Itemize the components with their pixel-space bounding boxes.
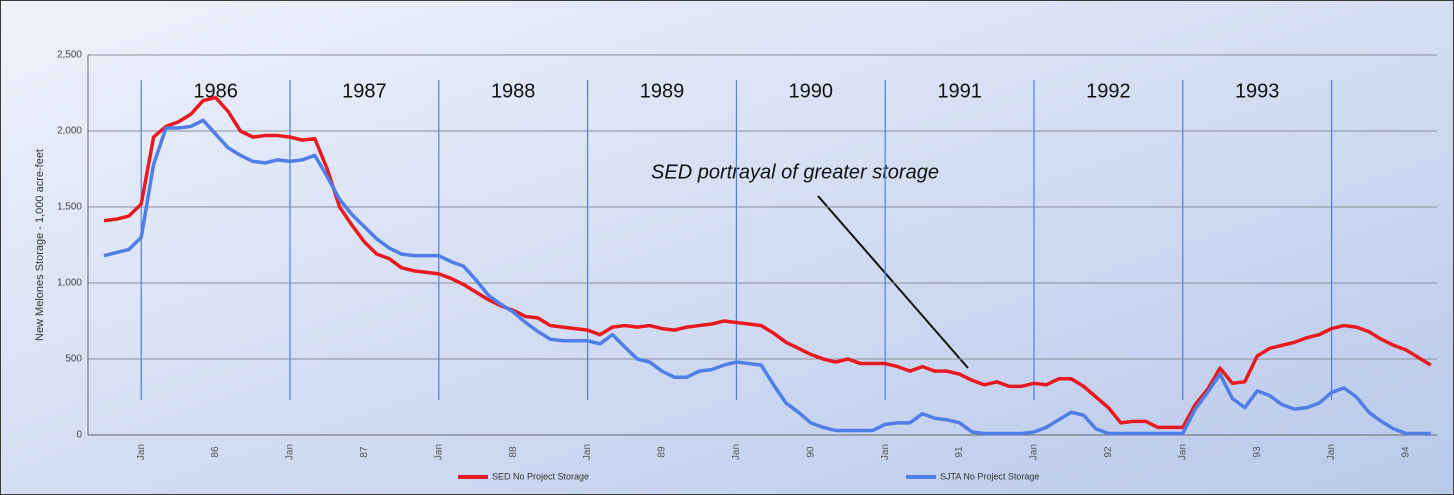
annotation: SED portrayal of greater storage (651, 161, 939, 183)
x-tick-label: 86 (210, 446, 221, 458)
x-tick-label: Jan (1326, 444, 1337, 460)
legend-label: SJTA No Project Storage (940, 471, 1039, 481)
x-tick-label: 91 (954, 446, 965, 458)
x-tick-label: Jan (433, 444, 444, 460)
period-label: 1987 (342, 80, 387, 102)
period-label: 1991 (937, 80, 982, 102)
legend-label: SED No Project Storage (492, 471, 589, 481)
x-tick-label: 87 (359, 446, 370, 458)
period-label: 1989 (640, 80, 685, 102)
x-tick-label: 89 (657, 446, 668, 458)
x-tick-label: Jan (1177, 444, 1188, 460)
x-tick-label: 90 (805, 446, 816, 458)
x-tick-label: 88 (508, 446, 519, 458)
y-tick-label: 2,500 (57, 50, 82, 61)
x-tick-label: 92 (1103, 446, 1114, 458)
period-label: 1992 (1086, 80, 1131, 102)
period-label: 1986 (193, 80, 238, 102)
series-line (103, 95, 1432, 430)
x-tick-label: Jan (582, 444, 593, 460)
x-tick-label: 94 (1401, 446, 1412, 458)
x-tick-label: Jan (731, 444, 742, 460)
x-tick-label: Jan (880, 444, 891, 460)
y-tick-label: 500 (65, 354, 82, 365)
series-line (103, 118, 1431, 436)
annotation-arrow (817, 195, 969, 369)
x-tick-label: Jan (1029, 444, 1040, 460)
period-label: 1990 (789, 80, 834, 102)
period-label: 1988 (491, 80, 536, 102)
period-label: 1993 (1235, 80, 1280, 102)
y-axis-label: New Melones Storage - 1,000 acre-feet (34, 149, 46, 341)
y-tick-label: 1,000 (57, 278, 82, 289)
x-tick-label: 93 (1252, 446, 1263, 458)
y-tick-label: 0 (76, 430, 82, 441)
x-tick-label: Jan (136, 444, 147, 460)
y-tick-label: 2,000 (57, 126, 82, 137)
y-tick-label: 1,500 (57, 202, 82, 213)
x-tick-label: Jan (285, 444, 296, 460)
